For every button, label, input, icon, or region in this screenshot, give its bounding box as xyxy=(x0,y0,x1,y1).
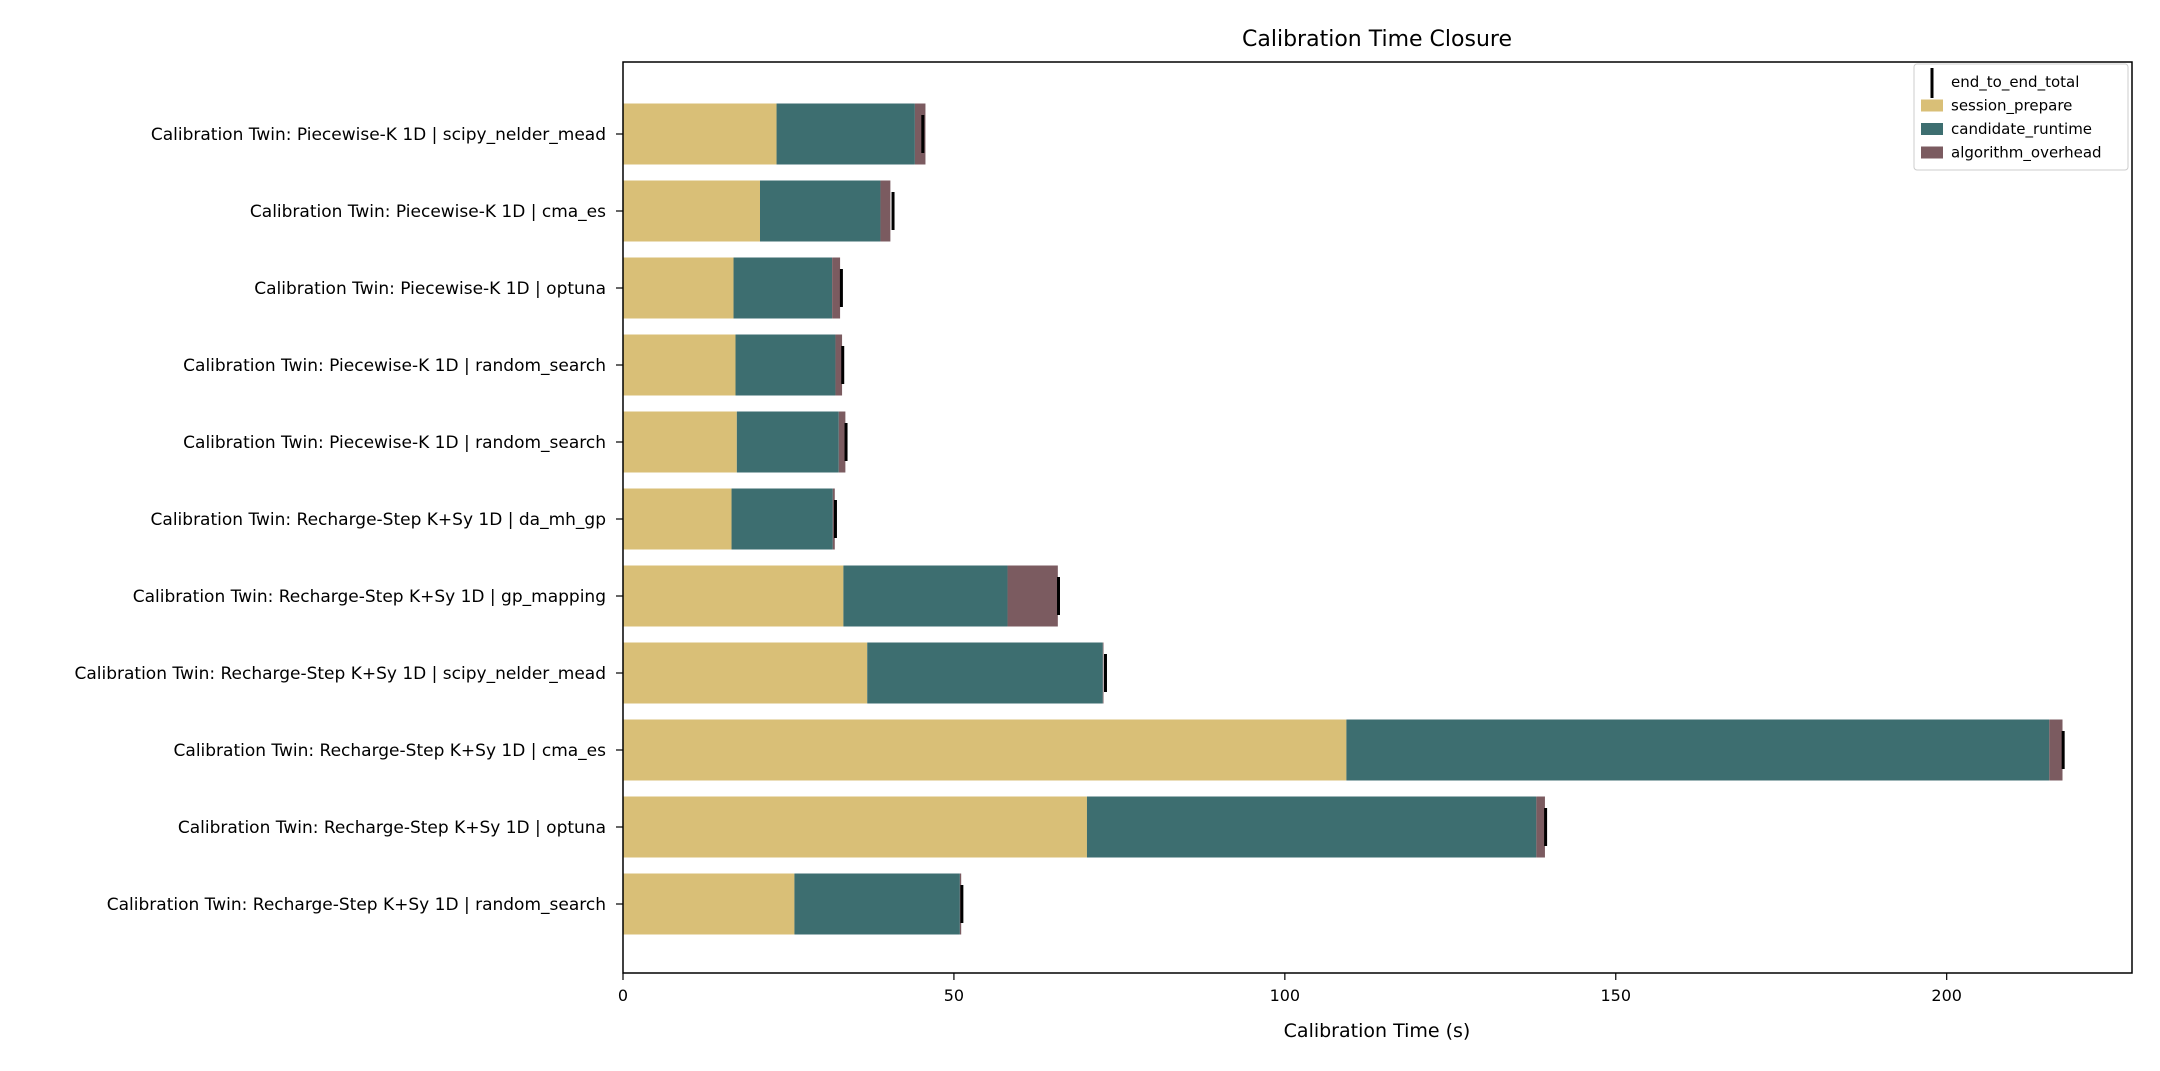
bar-algorithm_overhead-1 xyxy=(880,180,891,242)
bar-session_prepare-6 xyxy=(623,565,844,627)
bar-session_prepare-2 xyxy=(623,257,734,319)
x-axis: 0 50 100 150 200 xyxy=(618,973,1962,1005)
bar-session_prepare-10 xyxy=(623,873,795,935)
bar-session_prepare-7 xyxy=(623,642,868,704)
bar-session_prepare-1 xyxy=(623,180,761,242)
bar-candidate_runtime-5 xyxy=(731,488,833,550)
category-label-3: Calibration Twin: Piecewise-K 1D | rando… xyxy=(183,356,606,376)
legend-label-end_to_end_total: end_to_end_total xyxy=(1951,73,2079,92)
bar-algorithm_overhead-8 xyxy=(2049,719,2063,781)
legend-swatch-algorithm_overhead xyxy=(1921,146,1943,159)
category-label-0: Calibration Twin: Piecewise-K 1D | scipy… xyxy=(151,125,606,145)
x-tick-label-1: 50 xyxy=(944,986,964,1005)
category-label-10: Calibration Twin: Recharge-Step K+Sy 1D … xyxy=(107,895,606,915)
bar-candidate_runtime-6 xyxy=(843,565,1008,627)
total-markers-group xyxy=(833,115,2065,923)
bar-session_prepare-9 xyxy=(623,796,1087,858)
bar-session_prepare-3 xyxy=(623,334,736,396)
category-label-6: Calibration Twin: Recharge-Step K+Sy 1D … xyxy=(133,587,606,607)
legend: end_to_end_total session_prepare candidate… xyxy=(1913,63,2129,171)
bar-algorithm_overhead-9 xyxy=(1536,796,1545,858)
bars-group xyxy=(623,103,2063,935)
bar-algorithm_overhead-5 xyxy=(832,488,835,550)
x-tick-label-4: 200 xyxy=(1931,986,1962,1005)
plot-frame xyxy=(622,61,2133,974)
bar-algorithm_overhead-2 xyxy=(832,257,841,319)
bar-algorithm_overhead-3 xyxy=(835,334,843,396)
category-label-9: Calibration Twin: Recharge-Step K+Sy 1D … xyxy=(178,818,606,838)
bar-candidate_runtime-7 xyxy=(867,642,1103,704)
bar-algorithm_overhead-7 xyxy=(1102,642,1104,704)
category-label-7: Calibration Twin: Recharge-Step K+Sy 1D … xyxy=(74,664,606,684)
chart-title: Calibration Time Closure xyxy=(1242,27,1512,52)
x-tick-label-3: 150 xyxy=(1600,986,1631,1005)
category-label-1: Calibration Twin: Piecewise-K 1D | cma_e… xyxy=(250,202,606,222)
bar-session_prepare-4 xyxy=(623,411,737,473)
legend-label-algorithm_overhead: algorithm_overhead xyxy=(1951,144,2102,163)
x-tick-label-0: 0 xyxy=(618,986,628,1005)
bar-algorithm_overhead-4 xyxy=(838,411,846,473)
bar-session_prepare-8 xyxy=(623,719,1347,781)
bar-candidate_runtime-0 xyxy=(776,103,915,165)
legend-swatch-candidate_runtime xyxy=(1921,123,1943,135)
bar-candidate_runtime-10 xyxy=(794,873,960,935)
category-label-2: Calibration Twin: Piecewise-K 1D | optun… xyxy=(254,279,606,299)
bar-candidate_runtime-8 xyxy=(1346,719,2050,781)
bar-candidate_runtime-4 xyxy=(736,411,839,473)
category-label-8: Calibration Twin: Recharge-Step K+Sy 1D … xyxy=(174,741,607,761)
y-axis-labels: Calibration Twin: Piecewise-K 1D | scipy… xyxy=(74,125,623,915)
category-label-5: Calibration Twin: Recharge-Step K+Sy 1D … xyxy=(151,510,606,530)
bar-candidate_runtime-1 xyxy=(760,180,881,242)
category-label-4: Calibration Twin: Piecewise-K 1D | rando… xyxy=(183,433,606,453)
legend-frame xyxy=(1913,63,2129,171)
bar-algorithm_overhead-6 xyxy=(1007,565,1058,627)
bar-session_prepare-5 xyxy=(623,488,732,550)
bar-algorithm_overhead-0 xyxy=(914,103,926,165)
x-axis-label: Calibration Time (s) xyxy=(1284,1020,1471,1042)
legend-label-candidate_runtime: candidate_runtime xyxy=(1951,120,2092,139)
x-tick-label-2: 100 xyxy=(1270,986,1301,1005)
legend-swatch-session_prepare xyxy=(1921,99,1943,112)
bar-candidate_runtime-3 xyxy=(735,334,836,396)
legend-label-session_prepare: session_prepare xyxy=(1951,97,2072,116)
bar-candidate_runtime-9 xyxy=(1086,796,1537,858)
bar-candidate_runtime-2 xyxy=(733,257,833,319)
bar-session_prepare-0 xyxy=(623,103,777,165)
